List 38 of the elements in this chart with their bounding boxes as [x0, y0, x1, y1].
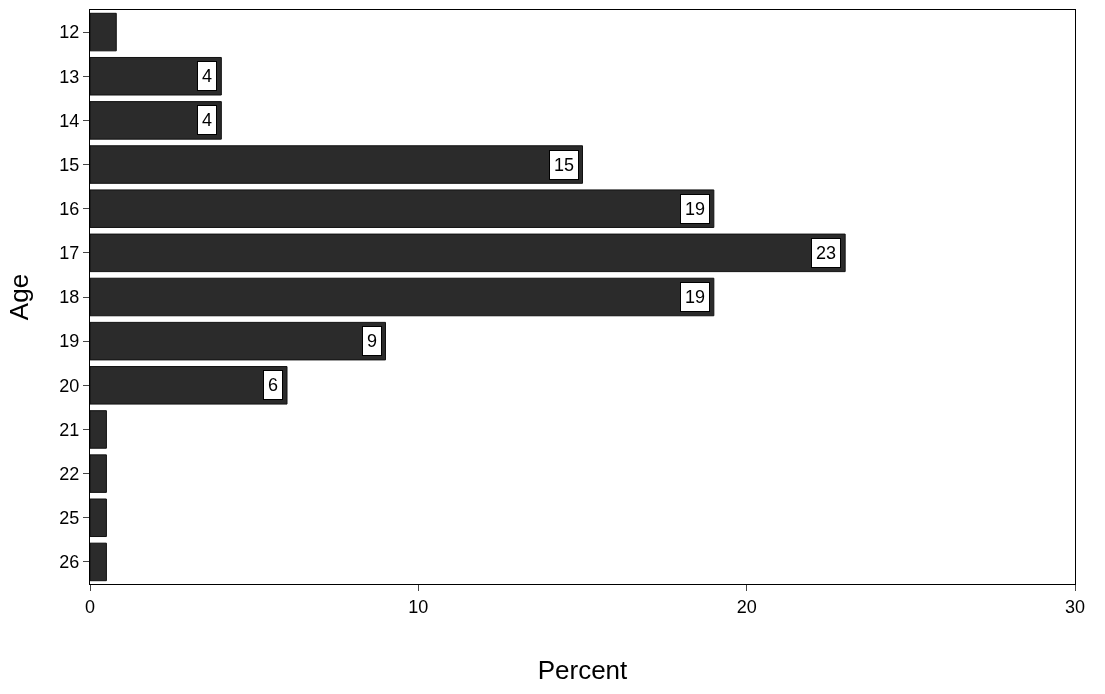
y-tick-label: 19 — [59, 331, 80, 352]
data-label: 9 — [367, 331, 378, 351]
x-tick-label: 20 — [736, 596, 757, 617]
y-tick-label: 16 — [59, 198, 80, 219]
y-tick-label: 18 — [59, 287, 80, 308]
y-axis-title: Age — [4, 273, 34, 321]
data-label: 4 — [202, 66, 213, 86]
bar — [90, 189, 715, 228]
bar — [90, 410, 107, 449]
bar — [90, 366, 288, 405]
bar — [90, 454, 107, 493]
y-tick-label: 13 — [59, 66, 80, 87]
bar — [90, 12, 117, 52]
bar — [90, 233, 846, 273]
bar — [90, 498, 107, 538]
y-tick-label: 17 — [59, 243, 80, 264]
y-tick-label: 26 — [59, 552, 80, 573]
bar — [90, 277, 715, 317]
y-tick-label: 22 — [59, 463, 80, 484]
data-label: 4 — [202, 110, 213, 130]
x-tick-label: 0 — [84, 596, 96, 617]
y-tick-label: 12 — [59, 22, 80, 43]
data-label: 19 — [685, 287, 706, 307]
y-tick-label: 20 — [59, 375, 80, 396]
x-tick-label: 30 — [1064, 596, 1086, 617]
bar — [90, 321, 386, 361]
data-label: 6 — [268, 375, 279, 395]
bar — [90, 145, 583, 184]
y-tick-label: 21 — [59, 419, 80, 440]
x-axis-title: Percent — [537, 655, 629, 686]
x-tick-label: 10 — [408, 596, 429, 617]
bar — [90, 542, 107, 582]
data-label: 23 — [816, 243, 837, 263]
data-label: 19 — [685, 199, 706, 219]
y-tick-label: 14 — [59, 110, 80, 131]
data-label: 15 — [554, 155, 575, 175]
y-tick-label: 25 — [59, 508, 80, 529]
y-tick-label: 15 — [59, 154, 80, 175]
